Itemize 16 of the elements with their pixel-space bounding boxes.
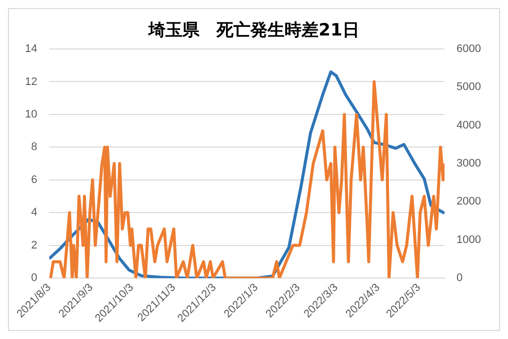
y-tick-label: 14 xyxy=(24,43,38,56)
y-tick-label: 6 xyxy=(31,174,38,186)
y2-tick-label: 3000 xyxy=(456,158,482,170)
y2-tick-label: 0 xyxy=(456,272,463,284)
y2-tick-label: 4000 xyxy=(456,119,482,132)
y-tick-label: 8 xyxy=(31,141,38,154)
y-tick-label: 12 xyxy=(24,76,38,88)
y-tick-label: 0 xyxy=(31,272,38,284)
y-tick-label: 4 xyxy=(31,206,38,219)
y2-tick-label: 5000 xyxy=(456,81,482,94)
y-tick-label: 10 xyxy=(24,108,38,120)
chart-title: 埼玉県 死亡発生時差21日 xyxy=(148,20,360,40)
y2-tick-label: 1000 xyxy=(456,234,482,246)
y-tick-label: 2 xyxy=(31,239,38,252)
y2-tick-label: 6000 xyxy=(456,43,482,56)
y2-tick-label: 2000 xyxy=(456,196,482,208)
